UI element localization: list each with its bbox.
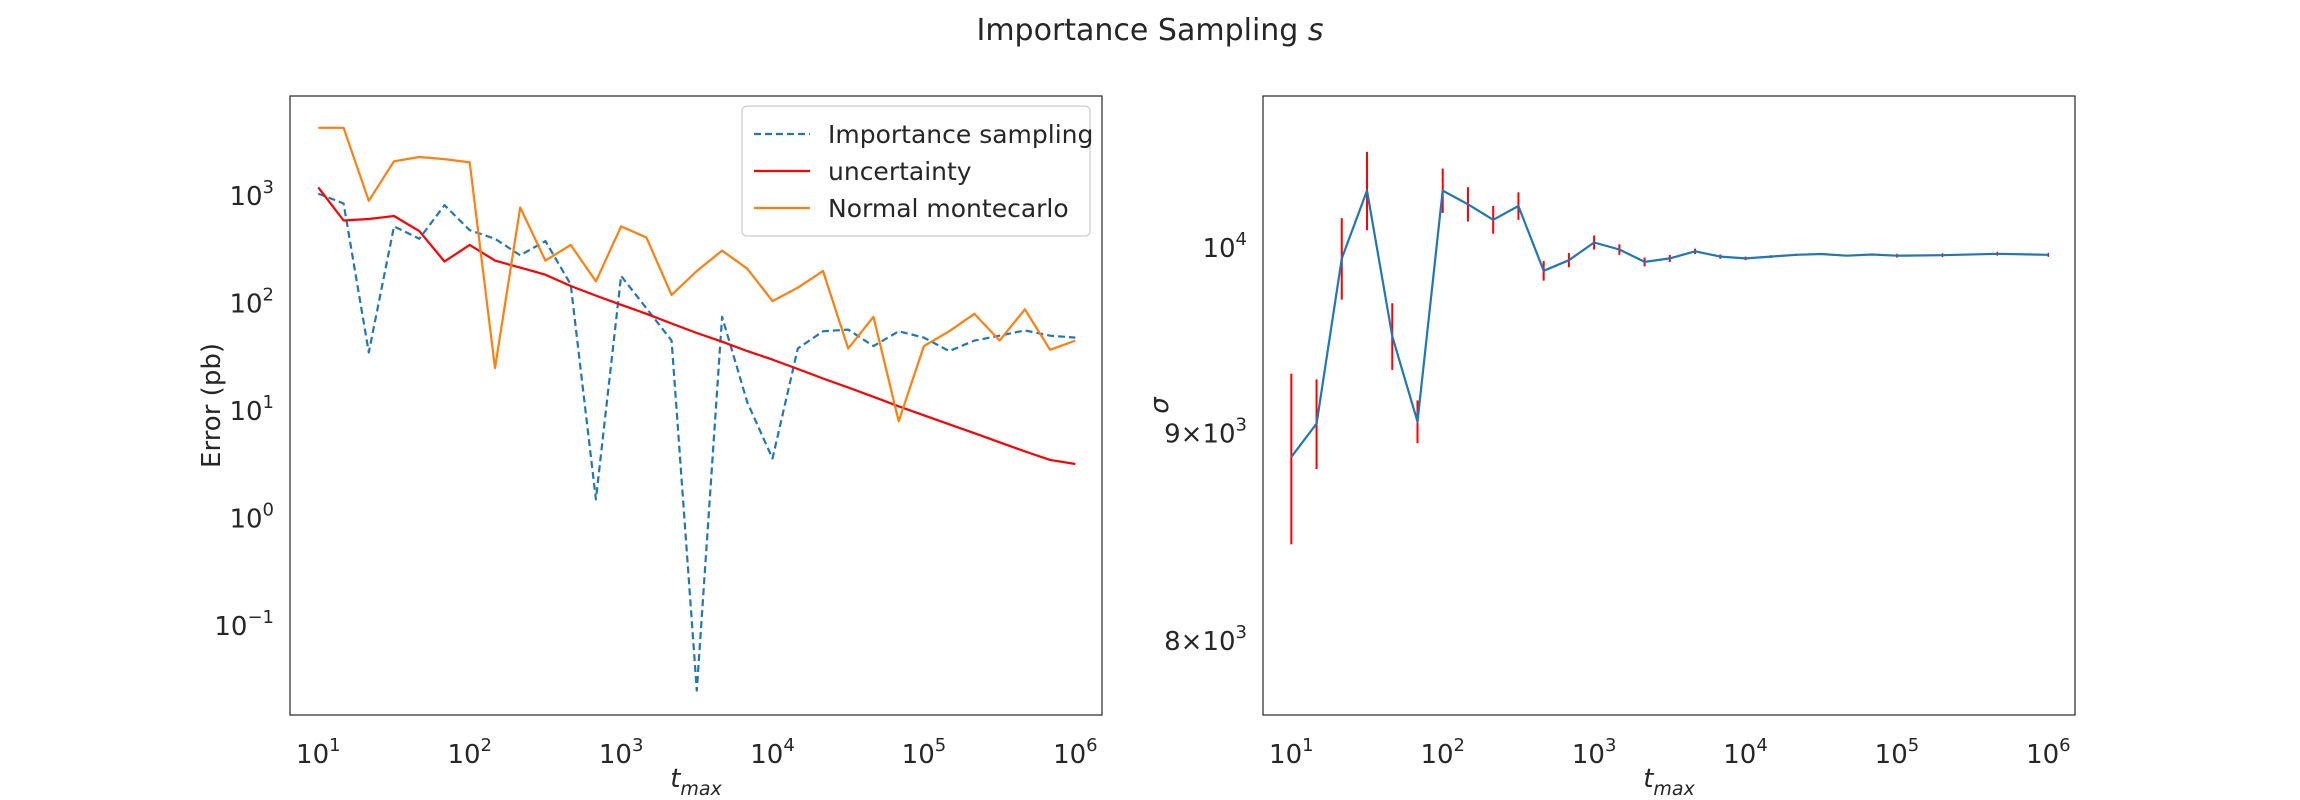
right-x-axis-label-sub: max: [1653, 778, 1695, 800]
figure-title: Importance Sampling s: [976, 13, 1323, 48]
left-series-importance-sampling-line: [317, 192, 1076, 692]
right-y-tick-label-2-base: 10: [1202, 234, 1235, 264]
left-x-tick-label-4-exponent: 5: [935, 735, 946, 756]
left-x-tick-label-3: 104: [750, 735, 795, 770]
right-x-tick-label-1-exponent: 2: [1454, 735, 1465, 756]
left-x-axis-label-sub: max: [680, 778, 722, 800]
right-x-tick-label-2-exponent: 3: [1605, 735, 1616, 756]
left-y-tick-label-3: 102: [229, 284, 274, 319]
left-y-tick-label-2-exponent: 1: [263, 392, 274, 413]
left-y-axis-label: Error (pb): [197, 343, 227, 468]
right-x-tick-label-0-base: 10: [1269, 740, 1302, 770]
right-y-tick-label-2-exponent: 4: [1236, 229, 1247, 250]
left-plot-frame: [289, 95, 1103, 716]
left-legend-label-2: Normal montecarlo: [828, 194, 1069, 223]
left-y-tick-label-1: 100: [229, 499, 274, 534]
left-x-tick-label-0: 101: [296, 735, 341, 770]
left-y-tick-label-1-base: 10: [229, 504, 262, 534]
left-x-tick-label-3-base: 10: [750, 740, 783, 770]
right-x-axis-label-main: t: [1643, 764, 1654, 794]
left-y-tick-label-4: 103: [229, 177, 274, 212]
right-x-tick-label-4-base: 10: [1875, 740, 1908, 770]
left-series-uncertainty-line: [317, 186, 1076, 466]
left-y-tick-label-4-base: 10: [229, 182, 262, 212]
left-y-tick-label-4-exponent: 3: [263, 177, 274, 198]
right-x-tick-label-3-exponent: 4: [1756, 735, 1767, 756]
right-x-tick-label-2-base: 10: [1572, 740, 1605, 770]
left-x-tick-label-2-base: 10: [599, 740, 632, 770]
left-y-tick-label-3-exponent: 2: [263, 284, 274, 305]
left-series-normal-montecarlo-line: [318, 126, 1076, 423]
right-plot-frame: [1262, 95, 2076, 716]
right-y-tick-label-0-mantissa: 8×: [1164, 627, 1202, 657]
left-legend: Importance sampling uncertainty Normal mon…: [741, 105, 1093, 237]
left-x-tick-label-1-base: 10: [447, 740, 480, 770]
left-y-tick-label-2-base: 10: [229, 397, 262, 427]
left-x-tick-label-5-exponent: 6: [1086, 735, 1097, 756]
right-y-tick-label-1-exponent: 3: [1236, 414, 1247, 435]
left-x-tick-label-5: 106: [1053, 735, 1098, 770]
left-x-tick-label-1-exponent: 2: [481, 735, 492, 756]
left-x-tick-label-1: 102: [447, 735, 492, 770]
right-y-tick-label-0-exponent: 3: [1236, 622, 1247, 643]
left-plot-area: [317, 126, 1076, 692]
left-x-tick-label-4-base: 10: [902, 740, 935, 770]
right-x-tick-label-5-exponent: 6: [2059, 735, 2070, 756]
left-y-tick-label-1-exponent: 0: [263, 499, 274, 520]
left-legend-box: [741, 105, 1091, 237]
left-x-axis-label-main: t: [670, 764, 681, 794]
right-x-tick-label-3-base: 10: [1723, 740, 1756, 770]
right-x-tick-label-1: 102: [1420, 735, 1465, 770]
left-y-tick-label-3-base: 10: [229, 289, 262, 319]
right-y-axis-label: σ: [1145, 396, 1175, 414]
right-y-tick-label-0: 8×103: [1164, 622, 1247, 657]
right-x-tick-label-0-exponent: 1: [1302, 735, 1313, 756]
left-y-tick-label-2: 101: [229, 392, 274, 427]
left-y-tick-label-0-exponent: −1: [247, 607, 274, 628]
right-plot-area: [1290, 151, 2050, 545]
right-x-tick-label-4: 105: [1875, 735, 1920, 770]
left-legend-label-1: uncertainty: [828, 157, 972, 186]
left-y-tick-label-0-base: 10: [214, 612, 247, 642]
right-x-axis-label: tmax: [1643, 764, 1695, 800]
left-x-tick-label-2: 103: [599, 735, 644, 770]
left-legend-label-0: Importance sampling: [828, 120, 1093, 149]
left-x-tick-label-5-base: 10: [1053, 740, 1086, 770]
right-series-0-line: [1290, 189, 2049, 458]
right-y-tick-label-1-base: 10: [1202, 419, 1235, 449]
left-x-tick-label-0-base: 10: [296, 740, 329, 770]
right-y-tick-label-2: 104: [1202, 229, 1247, 264]
left-x-tick-label-3-exponent: 4: [783, 735, 794, 756]
left-x-tick-label-0-exponent: 1: [329, 735, 340, 756]
right-y-tick-label-1-mantissa: 9×: [1164, 419, 1202, 449]
right-x-tick-label-0: 101: [1269, 735, 1314, 770]
right-x-tick-label-2: 103: [1572, 735, 1617, 770]
left-x-tick-label-4: 105: [902, 735, 947, 770]
right-x-tick-label-5: 106: [2026, 735, 2071, 770]
right-x-tick-label-4-exponent: 5: [1908, 735, 1919, 756]
right-y-tick-label-0-base: 10: [1202, 627, 1235, 657]
right-x-tick-label-1-base: 10: [1420, 740, 1453, 770]
left-x-axis-label: tmax: [670, 764, 722, 800]
right-x-tick-label-3: 104: [1723, 735, 1768, 770]
right-x-tick-label-5-base: 10: [2026, 740, 2059, 770]
right-y-tick-label-1: 9×103: [1164, 414, 1247, 449]
left-x-tick-label-2-exponent: 3: [632, 735, 643, 756]
left-chart-panel: 101 102 103 104 105 10610−1100101102103tmaxEr…: [197, 95, 1103, 800]
left-y-tick-label-0: 10−1: [214, 607, 274, 642]
